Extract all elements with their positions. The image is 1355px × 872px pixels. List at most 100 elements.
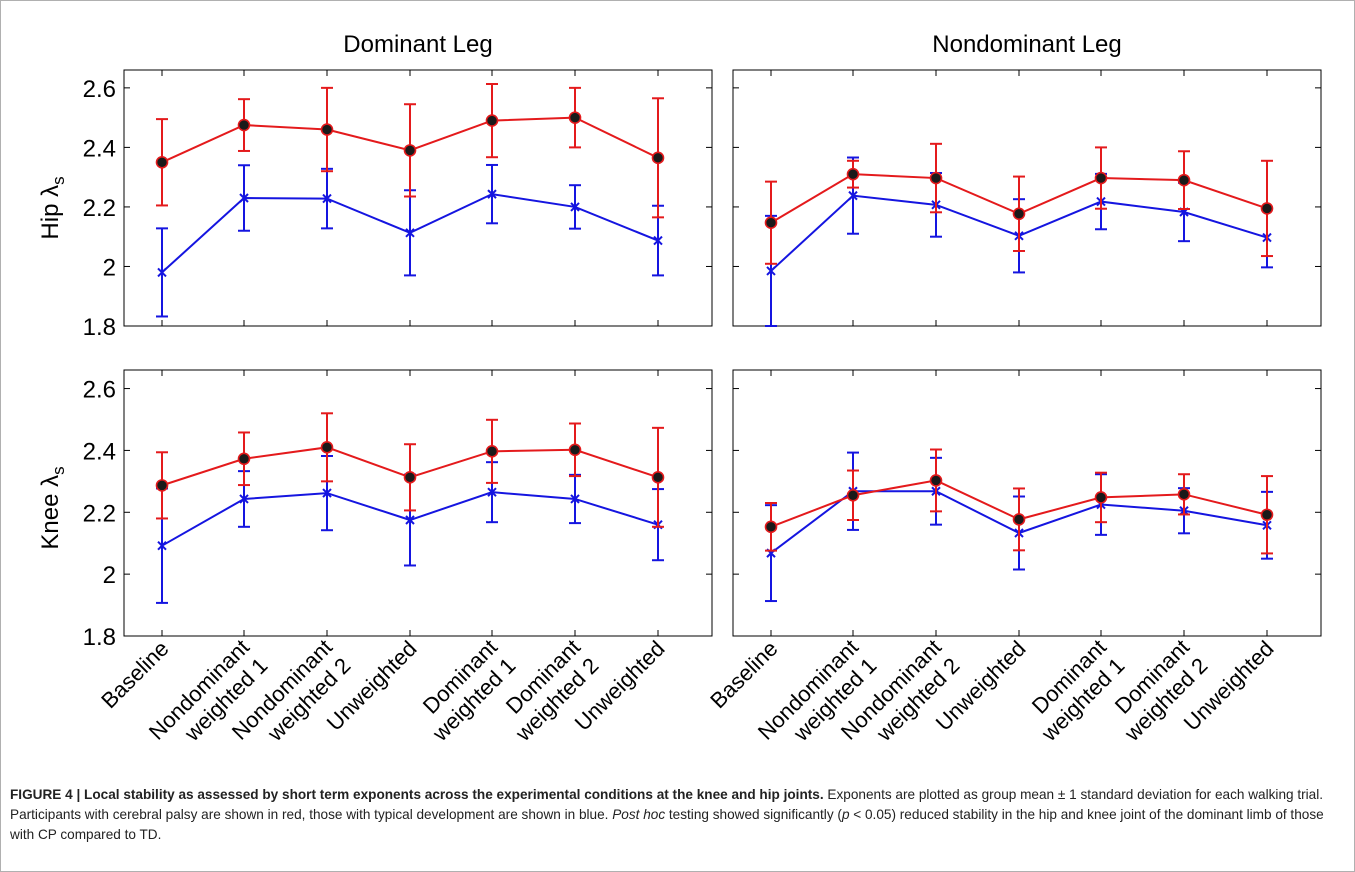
hip-y-axis-label-main: Hip λ [37,185,64,240]
data-point [570,494,580,504]
data-point [929,474,943,487]
y-tick-label: 2.6 [83,377,116,404]
series-cp [764,448,1274,555]
data-point [846,488,860,502]
y-tick-label: 2.4 [83,438,116,465]
series-cp [155,412,665,528]
caption-p-symbol: p [841,807,850,822]
hip-y-axis-label-sub: s [49,176,68,185]
caption-italic: Post hoc [612,807,666,822]
data-point [764,520,778,534]
caption-lead: FIGURE 4 | Local stability as assessed b… [10,787,824,802]
data-point [155,155,169,169]
chart-figure: Dominant Leg Nondominant Leg Hip λs Knee… [37,31,1322,746]
knee-y-axis-label: Knee λs [37,466,68,549]
x-tick-label: Dominantweighted 1 [408,634,520,746]
panel-hip-dominant: 1.8 2 2.2 2.4 2.6 [83,69,713,341]
data-point [653,235,663,246]
data-point [651,471,665,484]
knee-y-axis-label-sub: s [49,466,68,475]
y-tick-label: 2 [103,254,116,281]
x-marker-stroke [653,235,663,246]
caption-part2: testing showed significantly ( [665,807,842,822]
data-point [403,471,417,484]
x-marker-stroke [848,190,858,201]
x-marker-stroke [405,228,415,238]
caption-part3: < 0.05) reduced stability in the hip and… [10,807,1324,842]
panel-hip-nondominant [732,69,1322,327]
x-marker-stroke [239,193,249,203]
data-point [1094,171,1108,185]
data-point [1012,513,1026,526]
data-point [485,114,499,127]
knee-y-axis-label-main: Knee λ [37,475,64,550]
x-marker-stroke [487,189,497,199]
data-point [766,266,776,276]
data-point [1094,491,1108,504]
x-tick-label: Dominantweighted 1 [1017,634,1129,746]
y-tick-label: 2.4 [83,135,116,162]
data-point [322,488,332,498]
data-point [846,167,860,181]
data-point [157,267,167,278]
data-point [764,216,778,230]
x-marker-stroke [405,515,415,525]
y-tick-label: 2.2 [83,195,116,222]
data-point [487,189,497,199]
data-point [405,228,415,238]
data-point [1177,488,1191,501]
data-point [1177,173,1191,187]
caption-part1: Exponents are plotted as group mean ± 1 … [10,787,1324,822]
data-point [487,487,497,497]
data-point [320,441,334,454]
data-point [403,144,417,157]
x-marker-stroke [322,193,332,204]
y-tick-label: 1.8 [83,314,116,341]
data-point [320,123,334,136]
x-marker-stroke [322,488,332,498]
panel-knee-nondominant [732,369,1322,637]
data-point [322,193,332,204]
axes-box [123,69,713,327]
data-point [155,479,169,492]
x-marker-stroke [157,540,167,551]
axes-box [732,369,1322,637]
series-cp [155,82,665,219]
series-cp [764,142,1274,265]
plot-panels: 1.8 2 2.2 2.4 2.6 1.8 2 2.2 2.4 2.6 [83,69,1322,651]
data-point [651,151,665,165]
data-point [157,540,167,551]
y-tick-label: 2 [103,562,116,589]
data-point [568,443,582,457]
hip-y-axis-label: Hip λs [37,176,68,239]
data-point [1260,508,1274,522]
y-tick-label: 2.2 [83,500,116,527]
x-marker-stroke [157,267,167,278]
data-point [237,118,251,132]
y-tick-label: 2.6 [83,76,116,103]
data-point [237,452,251,466]
data-point [405,515,415,525]
data-point [239,494,249,504]
x-tick-label: Baseline [705,636,782,713]
x-tick-label-line: Baseline [705,636,782,713]
data-point [485,445,499,458]
figure-caption: FIGURE 4 | Local stability as assessed b… [10,785,1335,845]
data-point [570,202,580,212]
y-tick-label: 1.8 [83,624,116,651]
data-point [239,193,249,203]
axes-box [732,69,1322,327]
data-point [568,111,582,124]
x-marker-stroke [570,494,580,504]
data-point [929,171,943,185]
left-panel-title: Dominant Leg [343,31,492,58]
data-point [848,190,858,201]
data-point [1260,202,1274,215]
data-point [1012,207,1026,221]
x-marker-stroke [239,494,249,504]
right-panel-title: Nondominant Leg [932,31,1121,58]
x-marker-stroke [570,202,580,212]
panel-knee-dominant: 1.8 2 2.2 2.4 2.6 [83,369,713,651]
